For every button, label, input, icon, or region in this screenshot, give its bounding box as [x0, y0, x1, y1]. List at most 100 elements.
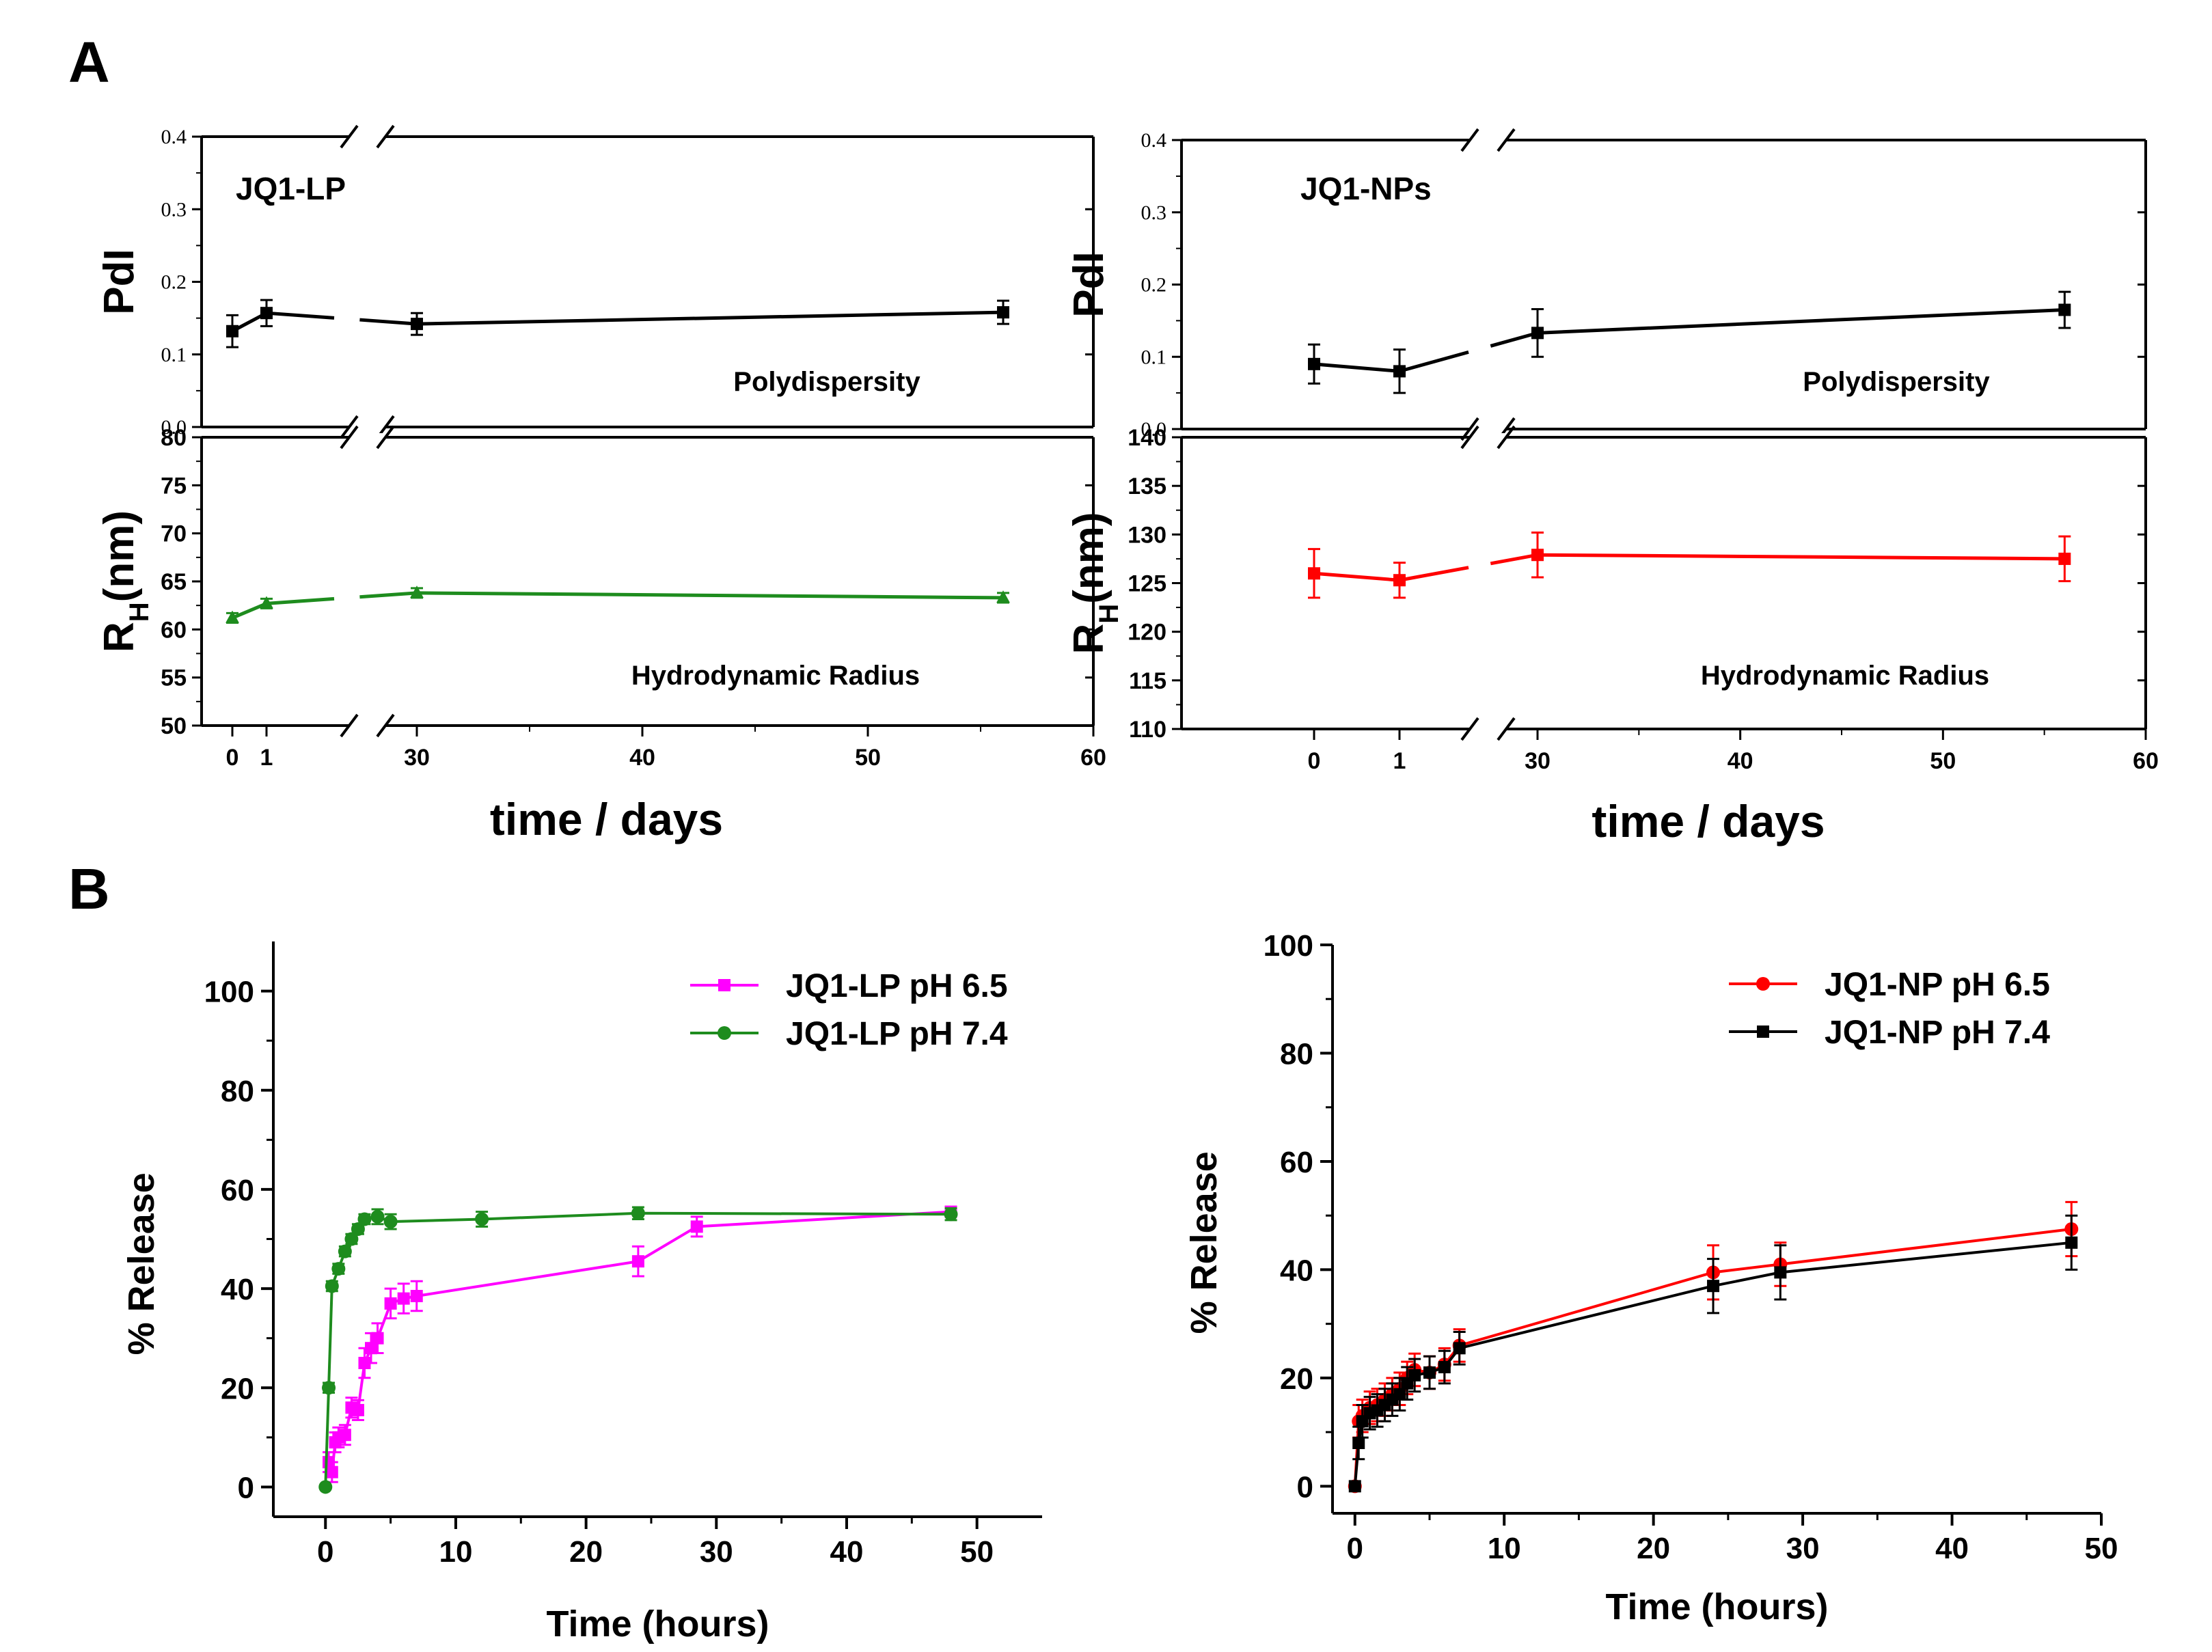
data-point: [2065, 1236, 2078, 1249]
y-tick-label: 55: [161, 665, 187, 691]
legend-marker: [1756, 977, 1770, 991]
lp-release-plot: 0 20 40 60 80 100 0 10 20 30 40 50 Time (hours) % Rel…: [121, 941, 1042, 1644]
y-tick-label: 0.0: [1141, 418, 1167, 441]
y-tick-label: 115: [1129, 668, 1166, 694]
y-tick-label: 80: [161, 425, 187, 451]
legend-marker: [718, 979, 730, 991]
y-tick-label: 130: [1128, 522, 1166, 548]
legend-marker: [718, 1026, 731, 1040]
y-tick-label: 0: [1297, 1470, 1313, 1504]
lp-pdi-break-gap: [349, 423, 385, 431]
np-rh-break-mark: [1497, 425, 1516, 450]
lp-pdi-point: [226, 325, 238, 338]
data-point: [397, 1292, 410, 1305]
data-point: [351, 1403, 364, 1416]
rh-axis-label-r: R: [1065, 624, 1112, 655]
rh-annotation: Hydrodynamic Radius: [631, 661, 920, 691]
x-tick-label: 1: [260, 745, 273, 771]
y-tick-label: 60: [1280, 1146, 1313, 1179]
x-tick-label: 40: [629, 745, 655, 771]
np-pdi-break-mark: [1460, 128, 1479, 152]
x-tick-label: 60: [1080, 745, 1106, 771]
y-tick-label: 135: [1128, 473, 1166, 499]
y-tick-label: 120: [1128, 620, 1166, 646]
data-point: [1393, 1388, 1406, 1401]
data-point: [384, 1297, 397, 1310]
y-tick-label: 100: [204, 976, 254, 1009]
series-line: [327, 1210, 951, 1473]
x-tick-label: 50: [1930, 748, 1956, 774]
lp-rh-break-gap: [349, 433, 385, 441]
x-tick-label: 10: [1488, 1532, 1521, 1565]
rh-axis-label-r: R: [96, 622, 143, 652]
x-tick-label: 30: [404, 745, 430, 771]
data-point: [1423, 1366, 1436, 1379]
pdi-annotation: Polydispersity: [1803, 367, 1990, 397]
np-rh-point: [2058, 552, 2071, 565]
lp-rh-break-mark: [340, 713, 359, 738]
lp-rh-break-mark: [376, 425, 395, 450]
pdi-annotation: Polydispersity: [733, 367, 920, 397]
legend-label: JQ1-NP pH 6.5: [1825, 967, 2050, 1003]
lp-rh-line: [266, 596, 335, 605]
data-point: [1438, 1361, 1451, 1374]
rh-axis-label-sub: H: [124, 602, 154, 622]
x-tick-label: 20: [1637, 1532, 1670, 1565]
np-release-plot: 0 20 40 60 80 100 0 10 20 30 40 50 Time (hours) % Rel…: [1184, 929, 2118, 1627]
panel-letter-a: A: [68, 30, 110, 94]
y-tick-label: 20: [221, 1372, 254, 1405]
x-tick-label: 50: [2085, 1532, 2118, 1565]
y-tick-label: 0.2: [161, 271, 187, 294]
data-point: [344, 1232, 359, 1246]
data-point: [371, 1332, 384, 1345]
lp-rh-break-gap: [349, 721, 385, 730]
x-tick-label: 60: [2133, 748, 2159, 774]
lp-rh-line: [416, 591, 1004, 600]
y-tick-label: 0.4: [161, 126, 187, 148]
x-tick-label: 40: [830, 1535, 864, 1569]
y-tick-label: 0.0: [161, 416, 187, 439]
x-tick-label: 30: [1786, 1532, 1820, 1565]
np-rh-break-mark: [1497, 717, 1516, 741]
lp-rh-break-mark: [340, 425, 359, 450]
y-tick-label: 75: [161, 473, 187, 499]
np-pdi-line: [1537, 308, 2065, 335]
y-tick-label: 80: [221, 1075, 254, 1108]
np-pdi-line: [1313, 362, 1400, 373]
data-point: [1453, 1342, 1466, 1355]
x-tick-label: 1: [1393, 748, 1406, 774]
lp-pdi-break-gap: [349, 133, 385, 141]
x-axis-label: Time (hours): [546, 1603, 769, 1644]
lp-pdi-break-mark: [376, 124, 395, 149]
data-point: [365, 1342, 378, 1355]
x-tick-label: 50: [960, 1535, 994, 1569]
rh-axis-label: RH(nm): [96, 510, 154, 652]
y-tick-label: 0.3: [1141, 202, 1167, 224]
data-point: [358, 1356, 371, 1369]
np-rh-line: [1399, 566, 1469, 582]
data-point: [944, 1207, 958, 1222]
y-axis-label: % Release: [121, 1172, 162, 1355]
np-rh-point: [1531, 549, 1544, 562]
lp-rh-break-mark: [376, 713, 395, 738]
chart-title: JQ1-LP: [236, 171, 346, 206]
rh-axis-label-unit: (nm): [1065, 512, 1112, 604]
data-point: [338, 1429, 351, 1442]
np-rh-line: [1313, 571, 1400, 582]
y-tick-label: 0.1: [161, 344, 187, 366]
panel-letter-b: B: [68, 857, 110, 921]
data-point: [338, 1244, 352, 1258]
lp-rh-point: [226, 610, 239, 623]
y-tick-label: 0.4: [1141, 129, 1167, 152]
data-point: [1348, 1480, 1361, 1493]
y-tick-label: 40: [221, 1273, 254, 1306]
lp-pdi-point: [997, 306, 1009, 319]
data-point: [1408, 1368, 1421, 1381]
np-pdi-point: [1308, 357, 1320, 370]
y-tick-label: 140: [1128, 425, 1166, 451]
data-point: [690, 1220, 703, 1233]
lp-rh-point: [996, 590, 1010, 603]
data-point: [331, 1262, 346, 1276]
lp-pdi-break-mark: [340, 124, 359, 149]
